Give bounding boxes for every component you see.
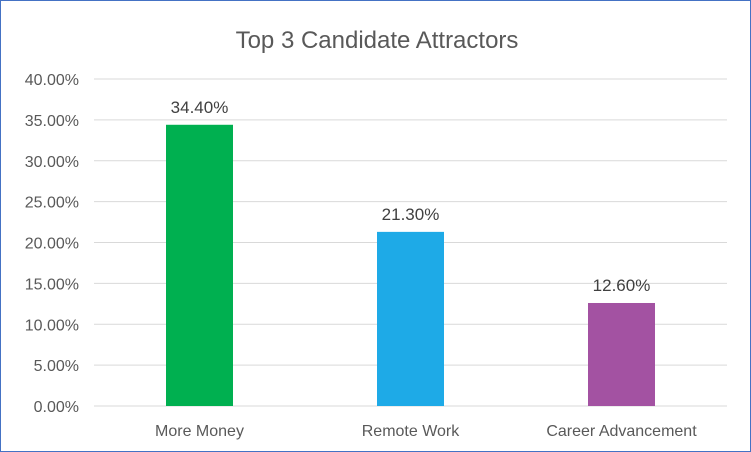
bar xyxy=(166,124,233,406)
y-tick-label: 15.00% xyxy=(25,276,79,293)
y-tick-label: 20.00% xyxy=(25,236,79,253)
bar xyxy=(588,302,655,406)
y-tick-label: 5.00% xyxy=(34,358,79,375)
data-labels: 34.40% 21.30% 12.60% xyxy=(171,98,651,295)
y-axis-tick-labels: 0.00% 5.00% 10.00% 15.00% 20.00% 25.00% 30.00%… xyxy=(25,72,79,416)
y-tick-label: 40.00% xyxy=(25,72,79,89)
bars xyxy=(166,124,655,406)
x-tick-label: Remote Work xyxy=(362,423,461,440)
data-label: 34.40% xyxy=(171,98,229,117)
y-tick-label: 35.00% xyxy=(25,113,79,130)
data-label: 21.30% xyxy=(382,205,440,224)
y-tick-label: 30.00% xyxy=(25,154,79,171)
y-tick-label: 10.00% xyxy=(25,317,79,334)
x-axis-tick-labels: More Money Remote Work Career Advancement xyxy=(155,423,697,440)
data-label: 12.60% xyxy=(593,276,651,295)
y-tick-label: 0.00% xyxy=(34,399,79,416)
x-tick-label: Career Advancement xyxy=(546,423,697,440)
bar xyxy=(377,231,444,406)
chart-title: Top 3 Candidate Attractors xyxy=(236,27,519,54)
x-tick-label: More Money xyxy=(155,423,244,440)
y-tick-label: 25.00% xyxy=(25,195,79,212)
